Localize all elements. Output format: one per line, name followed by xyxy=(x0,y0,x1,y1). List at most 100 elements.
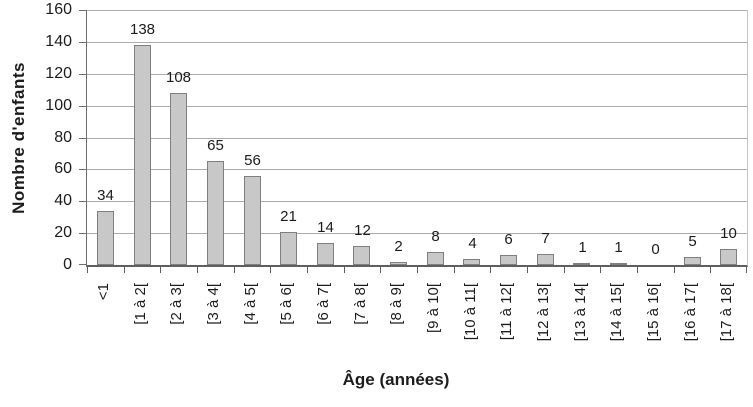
bar-[3 à 4[ xyxy=(207,161,224,265)
x-category-label-text: [8 à 9[ xyxy=(388,283,406,325)
bar-value-label-[2 à 3[: 108 xyxy=(165,69,192,86)
x-category-label-[16 à 17[: [16 à 17[ xyxy=(673,283,710,367)
y-tick-label-160: 160 xyxy=(45,1,72,18)
x-category-label-text: [4 à 5[ xyxy=(242,283,260,325)
bar-value-label-[15 à 16[: 0 xyxy=(651,241,660,258)
bar-[7 à 8[ xyxy=(353,246,370,265)
bar-[13 à 14[ xyxy=(573,263,590,265)
y-tick-label-120: 120 xyxy=(45,65,72,82)
x-category-label-[3 à 4[: [3 à 4[ xyxy=(196,283,233,367)
bar-[5 à 6[ xyxy=(280,232,297,265)
x-tick-mark-11 xyxy=(490,267,491,273)
x-tick-mark-13 xyxy=(564,267,565,273)
x-axis-title-text: Âge (années) xyxy=(342,370,450,389)
x-category-label-[8 à 9[: [8 à 9[ xyxy=(379,283,416,367)
x-category-label-[1 à 2[: [1 à 2[ xyxy=(123,283,160,367)
bar-value-label-[3 à 4[: 65 xyxy=(207,137,224,154)
x-tick-mark-0 xyxy=(87,267,88,273)
gridline-y-20 xyxy=(87,233,747,234)
bar-<1 xyxy=(97,211,114,265)
x-category-label-text: [5 à 6[ xyxy=(278,283,296,325)
x-category-label-[4 à 5[: [4 à 5[ xyxy=(233,283,270,367)
bar-value-label-[1 à 2[: 138 xyxy=(129,21,156,38)
y-tick-mark-40 xyxy=(79,201,86,202)
x-category-label-[10 à 11[: [10 à 11[ xyxy=(453,283,490,367)
x-category-label-text: [3 à 4[ xyxy=(205,283,223,325)
x-category-label-text: [14 à 15[ xyxy=(608,283,626,342)
x-tick-mark-16 xyxy=(674,267,675,273)
bar-[16 à 17[ xyxy=(684,257,701,265)
x-category-label-[2 à 3[: [2 à 3[ xyxy=(159,283,196,367)
x-category-label-[7 à 8[: [7 à 8[ xyxy=(343,283,380,367)
x-category-label-[15 à 16[: [15 à 16[ xyxy=(636,283,673,367)
bar-value-label-[6 à 7[: 14 xyxy=(317,219,334,236)
x-tick-mark-8 xyxy=(380,267,381,273)
x-category-label-text: [16 à 17[ xyxy=(682,283,700,342)
y-tick-label-0: 0 xyxy=(63,256,72,273)
x-category-label-[17 à 18[: [17 à 18[ xyxy=(709,283,746,367)
bar-[2 à 3[ xyxy=(170,93,187,265)
x-category-label-[12 à 13[: [12 à 13[ xyxy=(526,283,563,367)
bar-value-label-[4 à 5[: 56 xyxy=(244,152,261,169)
x-category-label-text: [9 à 10[ xyxy=(425,283,443,334)
x-category-label-text: [6 à 7[ xyxy=(315,283,333,325)
bar-value-label-[10 à 11[: 4 xyxy=(468,235,477,252)
x-tick-mark-3 xyxy=(197,267,198,273)
bar-value-label-[13 à 14[: 1 xyxy=(578,239,587,256)
x-tick-mark-9 xyxy=(417,267,418,273)
x-tick-mark-14 xyxy=(600,267,601,273)
x-category-label-<1: <1 xyxy=(86,283,123,367)
bar-[9 à 10[ xyxy=(427,252,444,265)
gridline-y-40 xyxy=(87,201,747,202)
x-category-label-text: [7 à 8[ xyxy=(352,283,370,325)
bar-value-label-[7 à 8[: 12 xyxy=(354,222,371,239)
bar-value-label-<1: 34 xyxy=(97,187,114,204)
x-category-label-[11 à 12[: [11 à 12[ xyxy=(489,283,526,367)
gridline-y-100 xyxy=(87,106,747,107)
x-tick-mark-15 xyxy=(637,267,638,273)
bar-[10 à 11[ xyxy=(463,259,480,265)
x-category-label-[9 à 10[: [9 à 10[ xyxy=(416,283,453,367)
y-tick-label-40: 40 xyxy=(54,192,72,209)
x-category-label-text: [15 à 16[ xyxy=(645,283,663,342)
y-tick-label-60: 60 xyxy=(54,160,72,177)
y-tick-mark-140 xyxy=(79,42,86,43)
bar-value-label-[11 à 12[: 6 xyxy=(504,231,513,248)
y-tick-mark-20 xyxy=(79,233,86,234)
x-category-label-[13 à 14[: [13 à 14[ xyxy=(563,283,600,367)
plot-area: 34 138 108 65 56 21 14 12 2 8 4 6 7 1 1 0 5 10 xyxy=(79,10,748,273)
bar-[8 à 9[ xyxy=(390,262,407,265)
x-category-label-text: [12 à 13[ xyxy=(535,283,553,342)
x-tick-mark-18 xyxy=(746,267,747,273)
y-tick-label-80: 80 xyxy=(54,129,72,146)
bar-[12 à 13[ xyxy=(537,254,554,265)
bar-[11 à 12[ xyxy=(500,255,517,265)
gridline-y-160 xyxy=(87,10,747,11)
bar-value-label-[17 à 18[: 10 xyxy=(720,225,737,242)
y-tick-mark-100 xyxy=(79,106,86,107)
gridline-y-80 xyxy=(87,138,747,139)
x-category-label-text: [1 à 2[ xyxy=(132,283,150,325)
x-category-label-[14 à 15[: [14 à 15[ xyxy=(599,283,636,367)
bar-[17 à 18[ xyxy=(720,249,737,265)
bar-value-label-[5 à 6[: 21 xyxy=(280,208,297,225)
bar-[4 à 5[ xyxy=(244,176,261,265)
x-tick-mark-12 xyxy=(527,267,528,273)
x-category-label-[6 à 7[: [6 à 7[ xyxy=(306,283,343,367)
x-tick-mark-10 xyxy=(454,267,455,273)
gridline-y-60 xyxy=(87,169,747,170)
bar-[6 à 7[ xyxy=(317,243,334,265)
gridline-y-120 xyxy=(87,74,747,75)
bar-value-label-[8 à 9[: 2 xyxy=(394,238,403,255)
bar-[1 à 2[ xyxy=(134,45,151,265)
y-tick-mark-120 xyxy=(79,74,86,75)
x-category-label-text: [2 à 3[ xyxy=(168,283,186,325)
x-tick-mark-1 xyxy=(124,267,125,273)
x-category-label-text: [17 à 18[ xyxy=(718,283,736,342)
x-tick-mark-2 xyxy=(160,267,161,273)
x-category-label-[5 à 6[: [5 à 6[ xyxy=(269,283,306,367)
bar-[14 à 15[ xyxy=(610,263,627,265)
x-tick-mark-5 xyxy=(270,267,271,273)
y-tick-mark-160 xyxy=(79,10,86,11)
